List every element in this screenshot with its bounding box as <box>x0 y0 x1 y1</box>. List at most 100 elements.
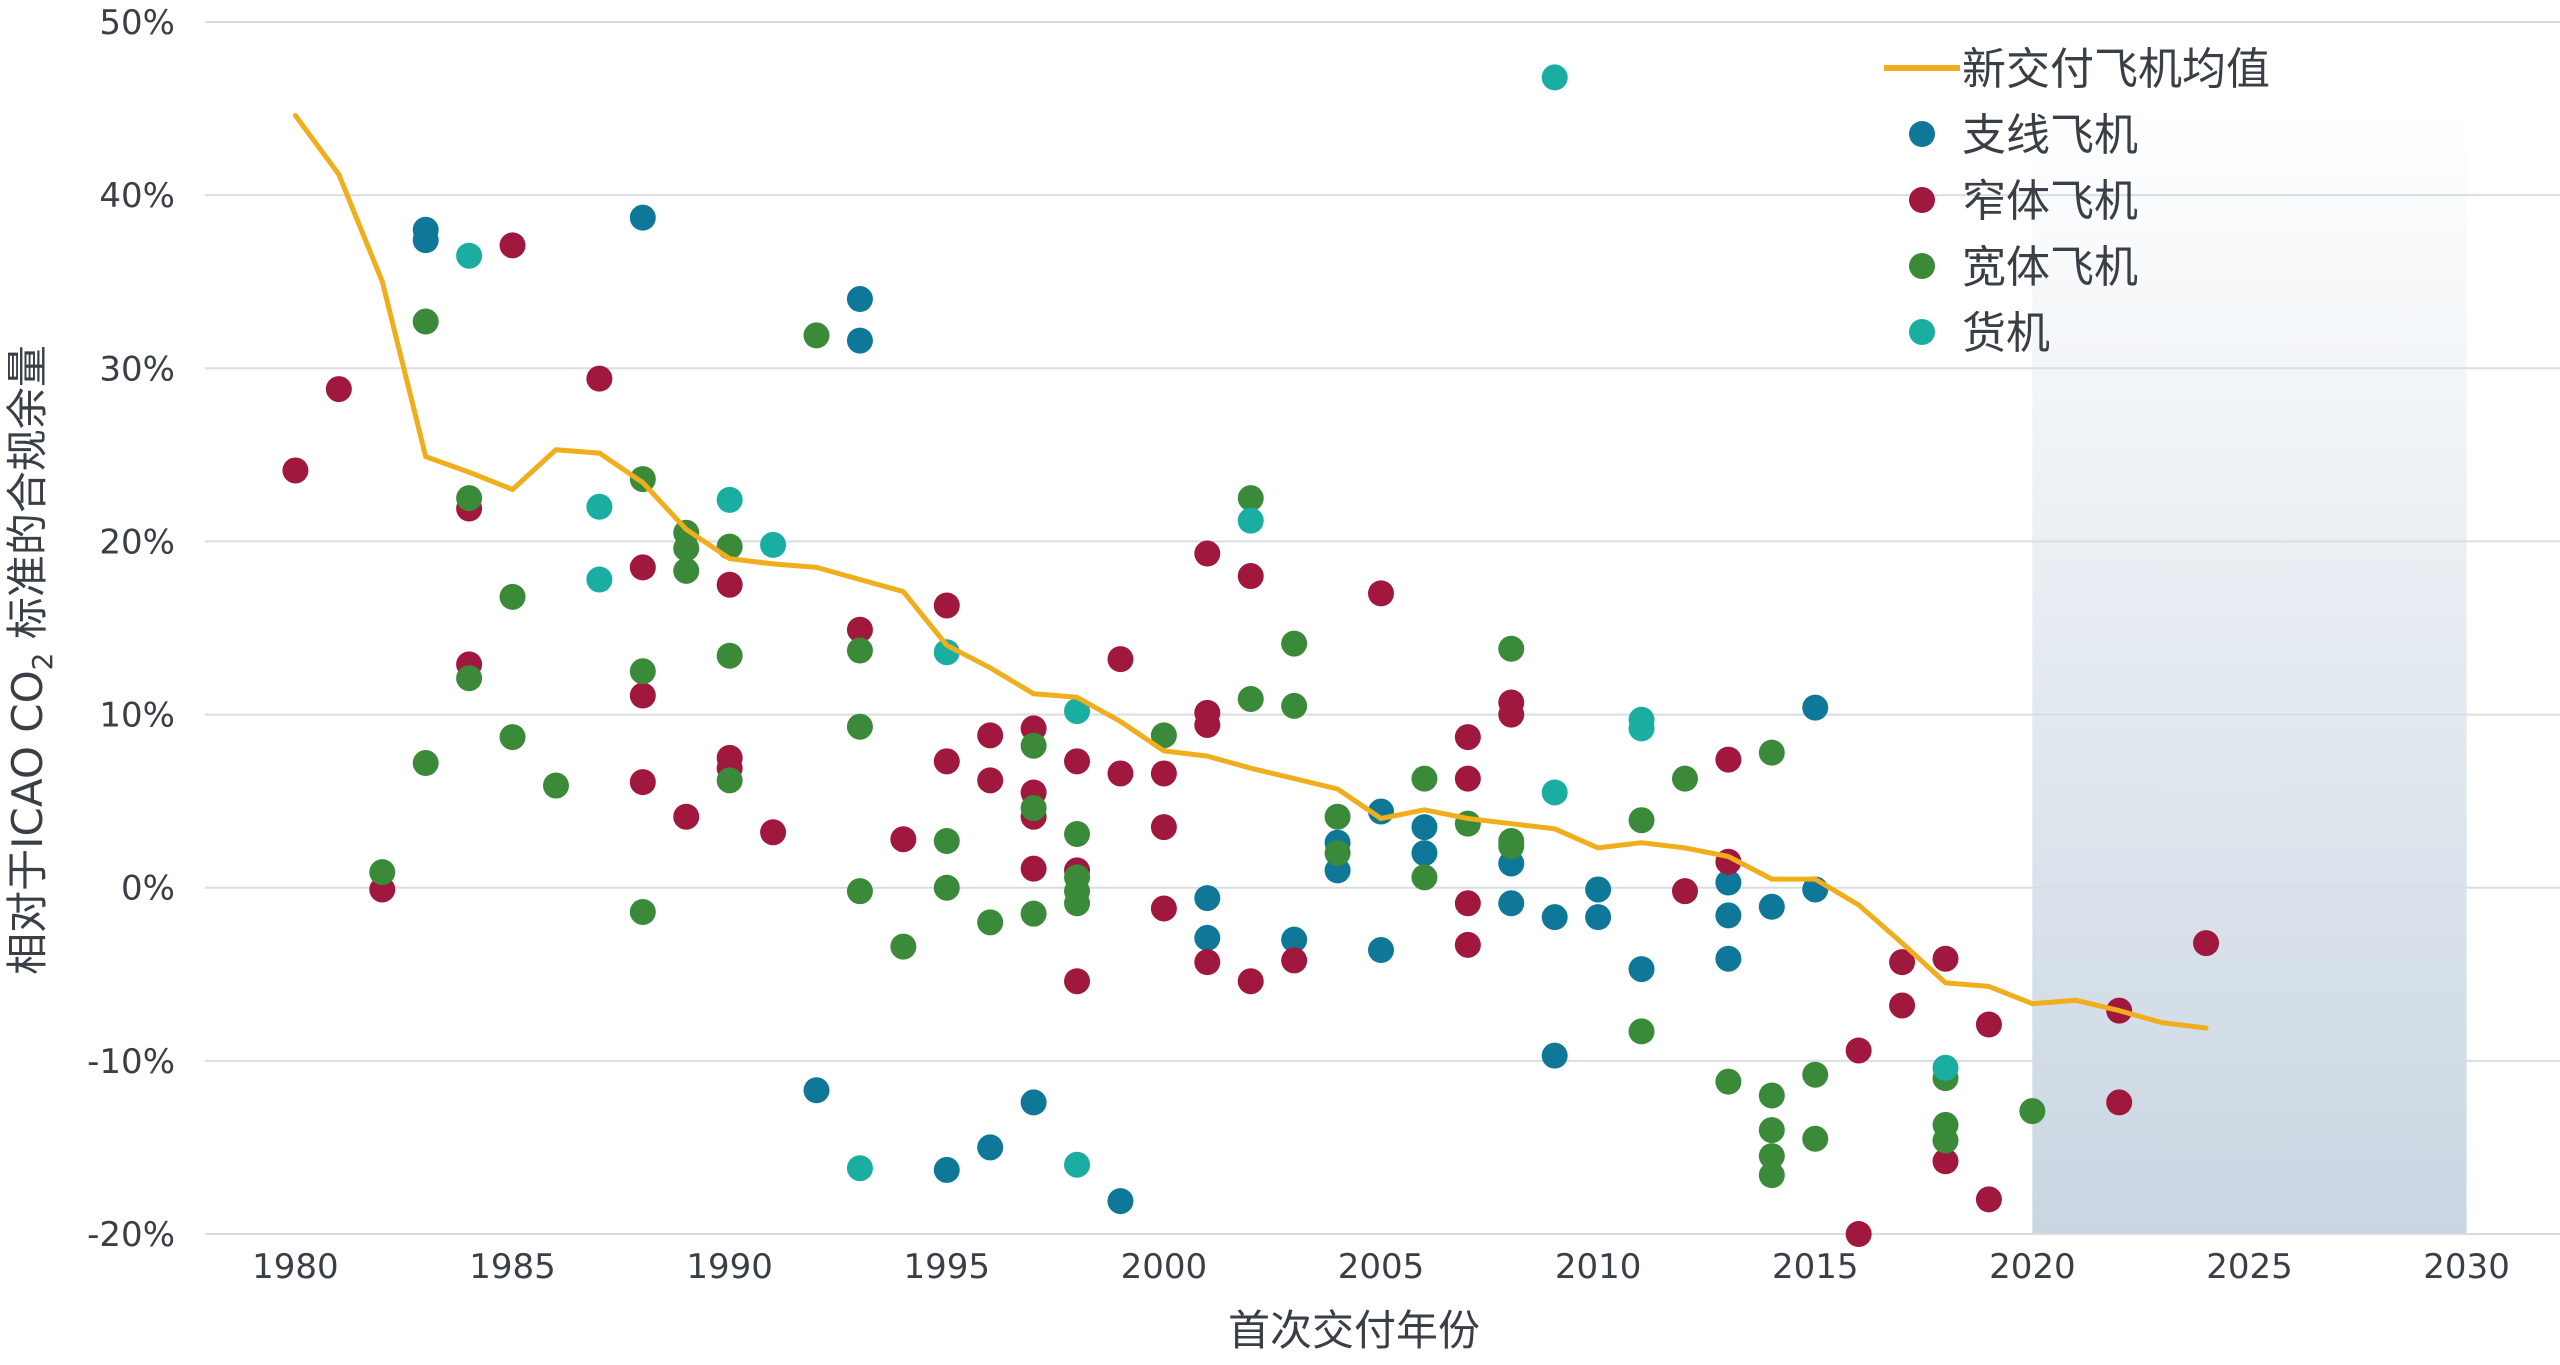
regional-point <box>1541 1042 1568 1069</box>
widebody-point <box>369 859 396 886</box>
regional-point <box>1541 904 1568 931</box>
narrowbody-point <box>846 616 873 643</box>
legend-label: 窄体飞机 <box>1962 176 2138 227</box>
widebody-point <box>673 535 700 562</box>
narrowbody-point <box>1194 949 1221 976</box>
narrowbody-point <box>760 819 787 846</box>
legend-label: 货机 <box>1962 308 2050 359</box>
narrowbody-point <box>1064 968 1091 995</box>
narrowbody-point <box>1107 760 1134 787</box>
legend-dot-swatch <box>1909 187 1935 213</box>
widebody-point <box>1932 1127 1959 1154</box>
widebody-point <box>1758 1082 1785 1109</box>
legend-label: 宽体飞机 <box>1962 242 2138 293</box>
widebody-point <box>890 933 917 960</box>
narrowbody-point <box>586 365 613 392</box>
narrowbody-point <box>1889 949 1916 976</box>
widebody-point <box>1758 739 1785 766</box>
narrowbody-point <box>1281 947 1308 974</box>
narrowbody-point <box>977 767 1004 794</box>
freighter-point <box>1541 779 1568 806</box>
regional-point <box>1715 869 1742 896</box>
x-axis-ticks: 1980 1985 1990 1995 2000 2005 2010 2015 2020 2025… <box>252 1247 2510 1287</box>
narrowbody-point <box>2106 1089 2133 1116</box>
narrowbody-point <box>977 722 1004 749</box>
x-tick-label: 2010 <box>1555 1247 1642 1287</box>
widebody-point <box>1671 765 1698 792</box>
regional-point <box>977 1134 1004 1161</box>
narrowbody-point <box>890 826 917 853</box>
average-line-path <box>292 113 2209 1031</box>
narrowbody-point <box>1237 968 1264 995</box>
y-axis-title-subscript: 2 <box>26 653 59 671</box>
y-axis-title-main: 相对于ICAO CO <box>3 670 52 975</box>
narrowbody-point <box>933 592 960 619</box>
widebody-point <box>716 767 743 794</box>
widebody-point <box>846 637 873 664</box>
widebody-point <box>1281 630 1308 657</box>
y-tick-label: 50% <box>99 3 175 43</box>
widebody-point <box>1020 732 1047 759</box>
narrowbody-point <box>1932 1148 1959 1175</box>
legend-label: 新交付飞机均值 <box>1962 44 2270 95</box>
regional-point <box>1628 956 1655 983</box>
regional-point <box>1802 694 1829 721</box>
freighter-point <box>846 1155 873 1182</box>
widebody-point <box>499 583 526 610</box>
x-tick-label: 2025 <box>2206 1247 2293 1287</box>
regional-point <box>1020 1089 1047 1116</box>
freighter-point <box>1237 507 1264 534</box>
legend-label: 支线飞机 <box>1962 110 2138 161</box>
freighter-point <box>1064 698 1091 725</box>
widebody-point <box>1281 692 1308 719</box>
y-tick-label: 30% <box>99 349 175 389</box>
y-axis-title: 相对于ICAO CO2 标准的合规余量 <box>3 345 59 975</box>
widebody-point <box>542 772 569 799</box>
narrowbody-point <box>1454 765 1481 792</box>
widebody-point <box>412 750 439 777</box>
widebody-point <box>1802 1061 1829 1088</box>
y-tick-label: -10% <box>87 1042 175 1082</box>
freighter-point <box>456 242 483 269</box>
regional-point <box>1411 840 1438 867</box>
narrowbody-point <box>1975 1186 2002 1213</box>
narrowbody-point <box>1715 746 1742 773</box>
narrowbody-point <box>1194 711 1221 738</box>
narrowbody-point <box>282 457 309 484</box>
widebody-point <box>499 724 526 751</box>
regional-point <box>1107 1188 1134 1215</box>
shaded-region-rect <box>2032 105 2467 1234</box>
x-axis-title: 首次交付年份 <box>1228 1306 1480 1355</box>
widebody-point <box>1498 833 1525 860</box>
narrowbody-point <box>1150 895 1177 922</box>
widebody-point <box>1237 685 1264 712</box>
x-tick-label: 2015 <box>1772 1247 1859 1287</box>
y-axis-ticks: 50% 40% 30% 20% 10% 0% -10% -20% <box>87 3 175 1255</box>
narrowbody-point <box>1498 701 1525 728</box>
freighter-point <box>716 486 743 513</box>
regional-point <box>1498 890 1525 917</box>
y-axis-title-tail: 标准的合规余量 <box>3 345 52 652</box>
y-tick-label: 20% <box>99 522 175 562</box>
narrowbody-point <box>1020 855 1047 882</box>
widebody-point <box>1802 1125 1829 1152</box>
freighter-point <box>586 566 613 593</box>
narrowbody-point <box>499 232 526 259</box>
freighter-point <box>760 531 787 558</box>
widebody-point <box>629 466 656 493</box>
narrowbody-point <box>933 748 960 775</box>
narrowbody-point <box>1194 540 1221 567</box>
widebody-point <box>1628 807 1655 834</box>
widebody-point <box>1758 1162 1785 1189</box>
widebody-point <box>1324 840 1351 867</box>
regional-point <box>412 227 439 254</box>
regional-point <box>1368 937 1394 964</box>
freighter-point <box>586 493 613 520</box>
widebody-point <box>1758 1143 1785 1170</box>
narrowbody-point <box>325 376 352 403</box>
narrowbody-point <box>1932 945 1959 972</box>
widebody-point <box>977 909 1004 936</box>
legend-dot-swatch <box>1909 253 1935 279</box>
widebody-point <box>846 713 873 740</box>
